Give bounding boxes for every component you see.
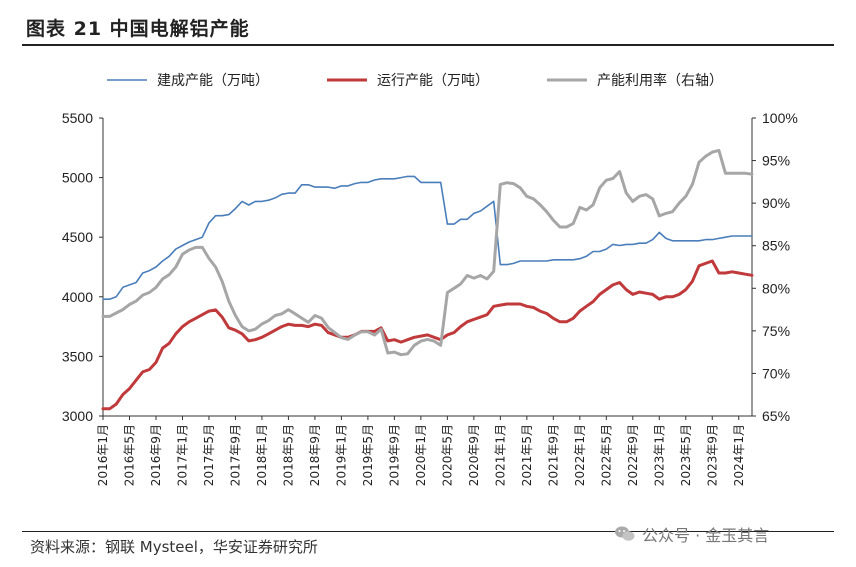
right-tick-label: 85% — [762, 238, 790, 254]
x-tick-label: 2018年9月 — [308, 424, 322, 486]
left-axis: 3000 3500 4000 4500 5000 5500 — [62, 110, 104, 424]
right-tick-label: 90% — [762, 195, 790, 211]
x-tick-label: 2022年9月 — [626, 424, 640, 486]
right-tick-label: 80% — [762, 280, 790, 296]
x-tick-label: 2020年9月 — [467, 424, 481, 486]
x-tick-label: 2018年5月 — [281, 424, 295, 486]
right-tick-label: 75% — [762, 323, 790, 339]
x-tick-label: 2023年1月 — [652, 424, 666, 486]
series-line-running — [101, 259, 754, 411]
watermark: 公众号 · 金玉其言 — [614, 522, 769, 546]
left-tick-label: 5500 — [62, 110, 93, 126]
x-tick-label: 2023年9月 — [705, 424, 719, 486]
x-tick-label: 2021年9月 — [546, 424, 560, 486]
series-line-utilization — [101, 148, 754, 357]
legend-label-built: 建成产能（万吨） — [157, 73, 269, 89]
bottom-rule — [22, 531, 834, 532]
left-tick-label: 4000 — [62, 289, 93, 305]
x-tick-label: 2022年5月 — [599, 424, 613, 486]
x-tick-label: 2017年9月 — [228, 424, 242, 486]
right-axis: 65% 70% 75% 80% 85% 90% 95% 100% — [751, 110, 798, 424]
right-tick-label: 70% — [762, 365, 790, 381]
x-tick-label: 2016年5月 — [122, 424, 136, 486]
series-line-built — [102, 175, 753, 301]
x-tick-label: 2023年5月 — [679, 424, 693, 486]
x-tick-label: 2022年1月 — [573, 424, 587, 486]
x-tick-label: 2019年9月 — [387, 424, 401, 486]
x-tick-label: 2017年1月 — [175, 424, 189, 486]
source-note: 资料来源：钢联 Mysteel，华安证券研究所 — [30, 538, 318, 556]
wechat-icon — [615, 526, 635, 541]
right-tick-label: 95% — [762, 153, 790, 169]
x-tick-label: 2019年1月 — [334, 424, 348, 486]
x-tick-label: 2020年5月 — [440, 424, 454, 486]
page-title: 图表 21 中国电解铝产能 — [26, 18, 250, 40]
left-tick-label: 4500 — [62, 229, 93, 245]
x-tick-label: 2020年1月 — [414, 424, 428, 486]
right-tick-label: 100% — [762, 110, 798, 126]
x-tick-label: 2024年1月 — [732, 424, 746, 486]
x-tick-label: 2017年5月 — [202, 424, 216, 486]
x-tick-label: 2019年5月 — [361, 424, 375, 486]
x-tick-label: 2021年1月 — [493, 424, 507, 486]
series-layer — [101, 148, 754, 411]
left-tick-label: 3000 — [62, 408, 93, 424]
left-tick-label: 5000 — [62, 170, 93, 186]
legend-label-running: 运行产能（万吨） — [377, 73, 489, 89]
legend: 建成产能（万吨） 运行产能（万吨） 产能利用率（右轴） — [107, 72, 723, 89]
watermark-text: 公众号 · 金玉其言 — [642, 526, 770, 545]
right-tick-label: 65% — [762, 408, 790, 424]
x-tick-label: 2018年1月 — [255, 424, 269, 486]
top-rule — [22, 44, 834, 46]
left-tick-label: 3500 — [62, 348, 93, 364]
x-tick-label: 2016年9月 — [149, 424, 163, 486]
legend-label-utilization: 产能利用率（右轴） — [597, 72, 723, 89]
x-axis: 2016年1月 2016年5月 2016年9月 2017年1月 2017年5月 2017年… — [96, 415, 752, 486]
chart: 建成产能（万吨） 运行产能（万吨） 产能利用率（右轴） 3000 3500 4000 45… — [62, 72, 798, 486]
x-tick-label: 2021年5月 — [520, 424, 534, 486]
x-tick-label: 2016年1月 — [96, 424, 110, 486]
